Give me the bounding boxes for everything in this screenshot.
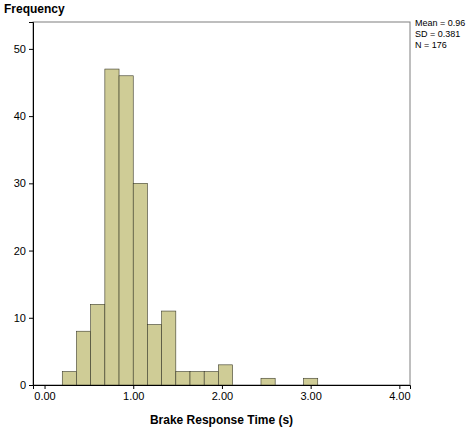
y-axis-title: Frequency — [4, 2, 65, 16]
y-axis-line — [29, 23, 34, 386]
y-tick-label: 20 — [14, 245, 26, 257]
annotation: N = 176 — [415, 40, 447, 50]
histogram-bar — [190, 372, 204, 385]
histogram-bar — [119, 76, 133, 385]
y-tick-mark — [29, 183, 33, 184]
x-tick: 3.00 — [300, 385, 321, 402]
x-axis-line — [34, 386, 411, 390]
y-tick-mark — [29, 385, 33, 386]
histogram-bar — [162, 311, 176, 385]
x-tick: 4.00 — [389, 385, 410, 402]
x-tick-mark — [133, 385, 134, 389]
y-tick-label: 30 — [14, 177, 26, 189]
x-tick-mark — [222, 385, 223, 389]
plot-frame — [33, 22, 410, 385]
y-tick: 0 — [20, 379, 33, 391]
histogram-bar — [261, 378, 275, 385]
x-axis: 0.00 1.00 2.00 3.00 4.00 — [34, 385, 411, 402]
y-tick: 40 — [14, 110, 33, 122]
histogram-bar — [133, 183, 147, 385]
y-tick: 30 — [14, 177, 33, 189]
y-tick-label: 50 — [14, 43, 26, 55]
histogram-bar — [76, 331, 90, 385]
y-tick: 20 — [14, 245, 33, 257]
annotations: Mean = 0.96SD = 0.381N = 176 — [415, 18, 465, 50]
y-tick-mark — [29, 49, 33, 50]
chart: 0.00 1.00 2.00 3.00 4.00 0 10 20 30 40 50 Frequency… — [0, 0, 474, 432]
x-tick-label: 0.00 — [34, 390, 55, 402]
x-tick-label: 3.00 — [300, 390, 321, 402]
x-tick-mark — [399, 385, 400, 389]
histogram-bar — [247, 385, 261, 386]
x-tick-label: 1.00 — [123, 390, 144, 402]
annotation: Mean = 0.96 — [415, 18, 465, 28]
histogram-bar — [105, 69, 119, 385]
histogram-bar — [304, 378, 318, 385]
bars — [62, 69, 317, 385]
histogram-bar — [91, 304, 105, 385]
x-tick: 2.00 — [212, 385, 233, 402]
histogram-bar — [204, 372, 218, 385]
histogram-bar — [275, 385, 289, 386]
y-tick-mark — [29, 251, 33, 252]
x-tick: 1.00 — [123, 385, 144, 402]
histogram-bar — [176, 372, 190, 385]
annotation: SD = 0.381 — [415, 29, 460, 39]
y-tick-mark — [29, 116, 33, 117]
histogram-bar — [233, 385, 247, 386]
x-tick-mark — [311, 385, 312, 389]
histogram-bar — [218, 365, 232, 385]
histogram-bar — [289, 385, 303, 386]
plot: 0.00 1.00 2.00 3.00 4.00 0 10 20 30 40 50 — [14, 22, 411, 402]
x-tick-mark — [45, 385, 46, 389]
y-tick-mark — [29, 318, 33, 319]
histogram-bar — [147, 325, 161, 386]
x-tick: 0.00 — [34, 385, 55, 402]
y-axis: 0 10 20 30 40 50 — [14, 23, 34, 392]
y-tick-label: 40 — [14, 110, 26, 122]
y-tick: 10 — [14, 312, 33, 324]
histogram-bar — [62, 372, 76, 385]
y-tick-label: 10 — [14, 312, 26, 324]
x-axis-title: Brake Response Time (s) — [150, 413, 293, 427]
x-tick-label: 2.00 — [212, 390, 233, 402]
x-tick-label: 4.00 — [389, 390, 410, 402]
y-tick-label: 0 — [20, 379, 26, 391]
y-tick: 50 — [14, 43, 33, 55]
